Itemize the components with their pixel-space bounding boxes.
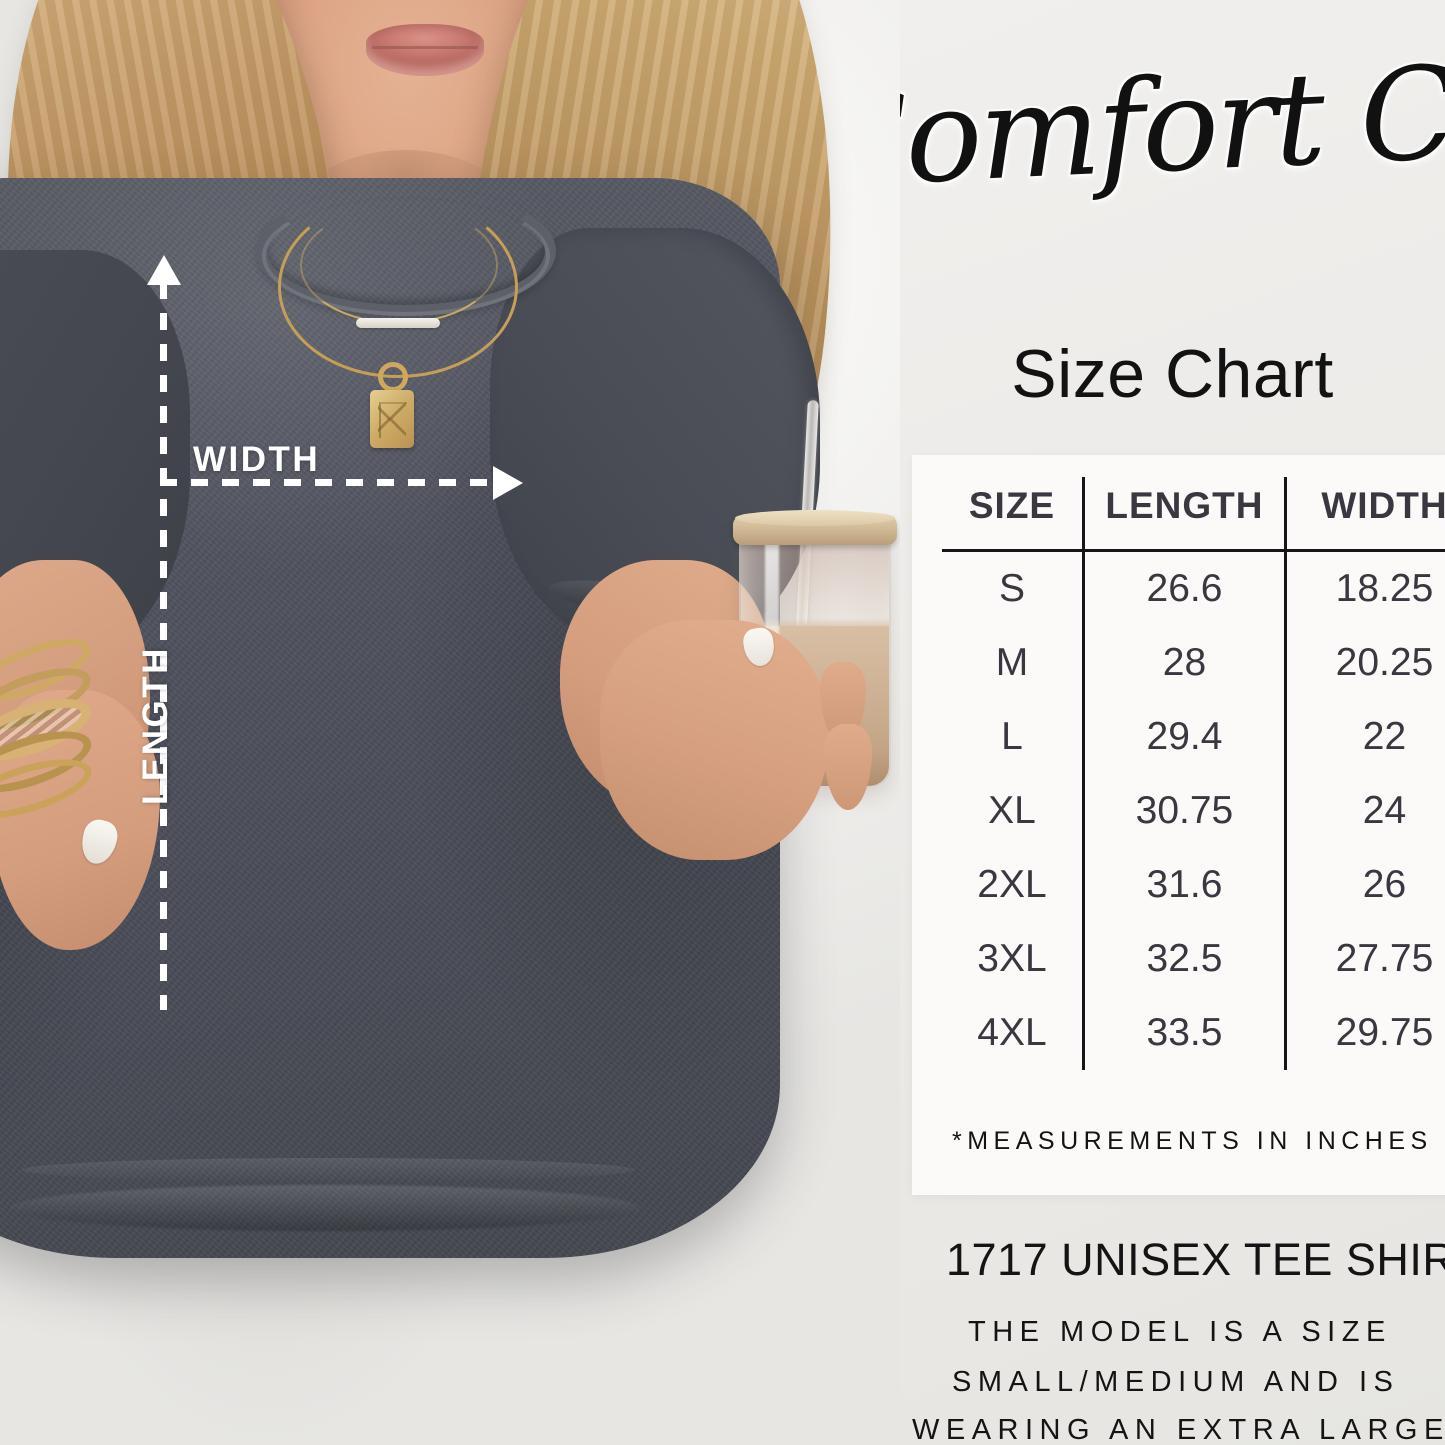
cell-length: 31.6 (1081, 848, 1286, 922)
table-row: S 26.6 18.25 (942, 550, 1445, 626)
info-panel: Comfort Colors Size Chart SIZE LENGTH WI… (900, 0, 1445, 1445)
cell-length: 29.4 (1081, 700, 1286, 774)
cell-size: XL (988, 789, 1036, 832)
dashed-line-horizontal-icon (160, 479, 500, 486)
cell-width: 18.25 (1283, 550, 1445, 626)
cell-width: 29.75 (1283, 996, 1445, 1070)
cell-length: 30.75 (1081, 774, 1286, 848)
shirt-hem (10, 1185, 640, 1231)
header-size: SIZE (968, 485, 1056, 526)
length-label: LENGTH (136, 646, 175, 805)
model-photo: WIDTH LENGTH (0, 0, 900, 1445)
cell-width: 26 (1283, 848, 1445, 922)
model-caption-line-3: WEARING AN EXTRA LARGE (912, 1414, 1445, 1445)
size-table: SIZE LENGTH WIDTH S 26.6 18.25 M 28 20.2… (942, 477, 1445, 1070)
lip-line (372, 46, 478, 49)
table-row: 2XL 31.6 26 (942, 848, 1445, 922)
cell-width: 22 (1283, 700, 1445, 774)
brand-script-title: Comfort Colors (900, 25, 1445, 218)
cell-size: 3XL (977, 937, 1047, 980)
dashed-line-vertical-icon (160, 282, 167, 1010)
cell-size: 2XL (977, 863, 1047, 906)
arrow-up-icon (147, 255, 181, 285)
table-row: 3XL 32.5 27.75 (942, 922, 1445, 996)
cell-size: L (1001, 715, 1023, 758)
cell-size: S (998, 567, 1025, 610)
model-caption-line-2: SMALL/MEDIUM AND IS (952, 1366, 1400, 1398)
model-hand-right (600, 620, 830, 860)
header-width: WIDTH (1283, 477, 1445, 551)
product-sku: 1717 UNISEX TEE SHIRT (946, 1234, 1445, 1285)
table-header-row: SIZE LENGTH WIDTH (942, 477, 1445, 551)
model-lips (366, 24, 484, 76)
cell-size: M (995, 641, 1029, 684)
shirt-hem-highlight (22, 1158, 634, 1182)
cell-size: 4XL (977, 1011, 1047, 1054)
measurements-note: *MEASUREMENTS IN INCHES (952, 1127, 1433, 1155)
model-caption-line-1: THE MODEL IS A SIZE (968, 1316, 1392, 1348)
arrow-right-icon (493, 466, 523, 500)
cell-width: 20.25 (1283, 626, 1445, 700)
cell-width: 27.75 (1283, 922, 1445, 996)
table-row: M 28 20.25 (942, 626, 1445, 700)
cell-length: 28 (1081, 626, 1286, 700)
table-row: L 29.4 22 (942, 700, 1445, 774)
table-row: 4XL 33.5 29.75 (942, 996, 1445, 1070)
size-table-card: SIZE LENGTH WIDTH S 26.6 18.25 M 28 20.2… (912, 455, 1445, 1195)
cell-length: 26.6 (1081, 550, 1286, 626)
table-row: XL 30.75 24 (942, 774, 1445, 848)
necklace-tag-monogram (378, 400, 406, 438)
necklace-clasp (378, 362, 408, 392)
cell-length: 32.5 (1081, 922, 1286, 996)
glass-lid-top (735, 510, 895, 526)
width-label: WIDTH (193, 440, 321, 479)
header-length: LENGTH (1081, 477, 1286, 551)
cell-width: 24 (1283, 774, 1445, 848)
size-chart-title: Size Chart (1011, 336, 1334, 412)
cell-length: 33.5 (1081, 996, 1286, 1070)
necklace-chain (278, 196, 518, 378)
